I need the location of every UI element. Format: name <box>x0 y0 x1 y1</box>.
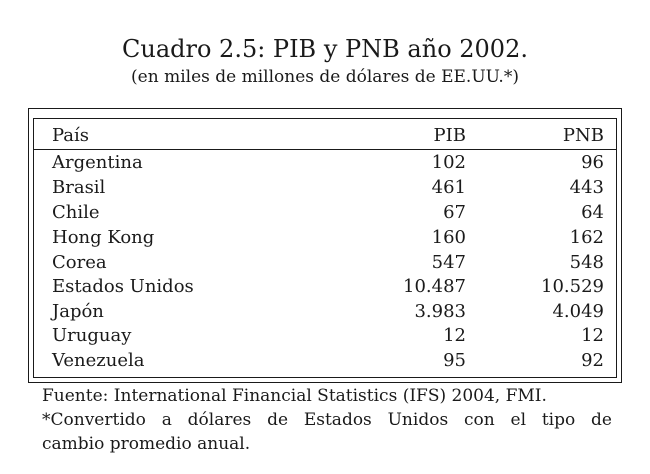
country-cell: Corea <box>52 252 107 273</box>
pib-cell: 461 <box>431 177 466 198</box>
header-divider <box>33 149 617 150</box>
country-cell: Hong Kong <box>52 227 155 248</box>
pib-cell: 10.487 <box>403 276 466 297</box>
source-footnote: Fuente: International Financial Statisti… <box>42 386 547 406</box>
table-subtitle: (en miles de millones de dólares de EE.U… <box>131 67 519 87</box>
country-cell: Brasil <box>52 177 106 198</box>
table-row: Chile 67 64 <box>52 200 604 225</box>
pnb-cell: 10.529 <box>541 276 604 297</box>
table-row: Argentina 102 96 <box>52 150 604 175</box>
currency-note-line2: cambio promedio anual. <box>42 434 251 454</box>
country-cell: Estados Unidos <box>52 276 194 297</box>
pib-cell: 160 <box>431 227 466 248</box>
pnb-cell: 64 <box>581 202 604 223</box>
table-row: Hong Kong 160 162 <box>52 225 604 250</box>
table-row: Uruguay 12 12 <box>52 323 604 348</box>
pib-cell: 95 <box>443 350 466 371</box>
pib-cell: 102 <box>431 152 466 173</box>
country-cell: Argentina <box>52 152 143 173</box>
table-header-row: País PIB PNB <box>52 123 604 148</box>
pib-cell: 547 <box>431 252 466 273</box>
header-pib: PIB <box>433 125 466 146</box>
table-row: Venezuela 95 92 <box>52 348 604 373</box>
pib-cell: 3.983 <box>414 301 466 322</box>
pnb-cell: 162 <box>569 227 604 248</box>
country-cell: Chile <box>52 202 100 223</box>
pnb-cell: 4.049 <box>552 301 604 322</box>
table-outer-border <box>28 108 622 383</box>
table-row: Estados Unidos 10.487 10.529 <box>52 274 604 299</box>
header-pnb: PNB <box>562 125 604 146</box>
country-cell: Uruguay <box>52 325 132 346</box>
pib-cell: 67 <box>443 202 466 223</box>
pnb-cell: 96 <box>581 152 604 173</box>
header-country: País <box>52 125 90 146</box>
table-inner-border <box>33 118 617 378</box>
table-row: Corea 547 548 <box>52 250 604 275</box>
pib-cell: 12 <box>443 325 466 346</box>
table-title: Cuadro 2.5: PIB y PNB año 2002. <box>122 35 528 63</box>
table-row: Japón 3.983 4.049 <box>52 299 604 324</box>
pnb-cell: 548 <box>569 252 604 273</box>
country-cell: Japón <box>52 301 104 322</box>
table-row: Brasil 461 443 <box>52 175 604 200</box>
pnb-cell: 12 <box>581 325 604 346</box>
pnb-cell: 443 <box>569 177 604 198</box>
pnb-cell: 92 <box>581 350 604 371</box>
currency-note-line1: *Convertido a dólares de Estados Unidos … <box>42 410 612 430</box>
country-cell: Venezuela <box>52 350 145 371</box>
